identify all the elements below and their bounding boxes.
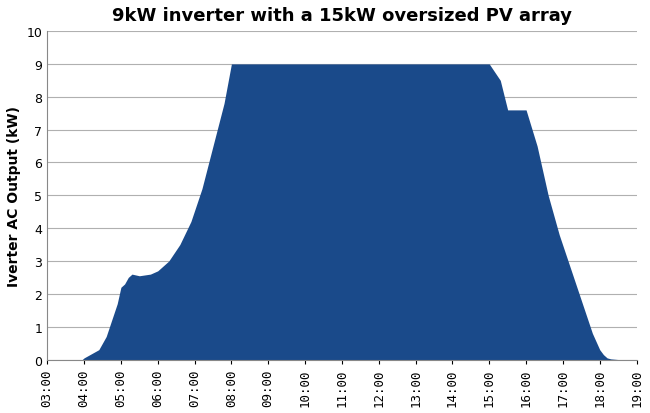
Title: 9kW inverter with a 15kW oversized PV array: 9kW inverter with a 15kW oversized PV ar… xyxy=(112,7,572,25)
Y-axis label: Iverter AC Output (kW): Iverter AC Output (kW) xyxy=(7,106,21,286)
